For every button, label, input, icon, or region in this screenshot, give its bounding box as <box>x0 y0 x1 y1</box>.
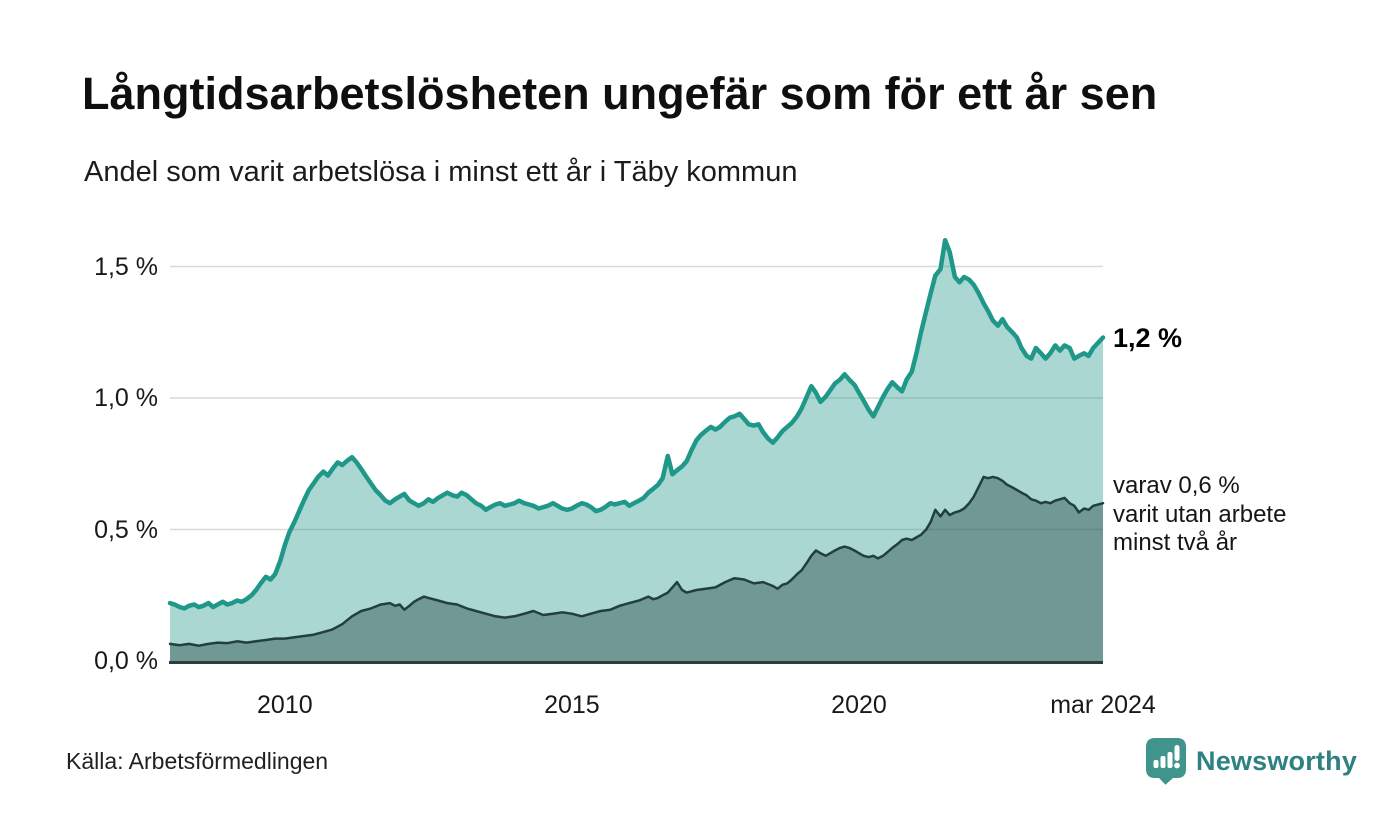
annotation-two-year-line: minst två år <box>1113 529 1238 557</box>
annotation-two-year-line: varit utan arbete <box>1113 500 1287 528</box>
y-axis-tick-label: 1,5 % <box>94 252 158 281</box>
x-axis-tick-label: 2020 <box>831 691 887 719</box>
source-note: Källa: Arbetsförmedlingen <box>66 748 329 774</box>
series-area-1 <box>170 476 1103 661</box>
x-axis-tick-label: 2010 <box>257 691 313 719</box>
x-axis-tick-label: 2015 <box>544 691 600 719</box>
y-axis-tick-label: 1,0 % <box>94 384 158 412</box>
series-line-1 <box>168 475 1105 647</box>
series-line-0 <box>167 237 1106 611</box>
newsworthy-logo-icon <box>1146 738 1186 785</box>
series-area-0 <box>170 240 1103 661</box>
newsworthy-logo[interactable]: Newsworthy <box>1146 738 1357 785</box>
annotation-latest-value: 1,2 % <box>1113 322 1183 353</box>
chart-subtitle: Andel som varit arbetslösa i minst ett å… <box>84 156 798 188</box>
newsworthy-wordmark: Newsworthy <box>1196 746 1358 776</box>
annotation-two-year: varav 0,6 % varit utan arbete minst två … <box>1113 472 1286 558</box>
chart-title: Långtidsarbetslösheten ungefär som för e… <box>82 68 1158 119</box>
y-axis-tick-label: 0,0 % <box>94 647 158 675</box>
annotation-two-year-line: varav 0,6 % <box>1113 472 1240 500</box>
y-axis-tick-label: 0,5 % <box>94 515 158 544</box>
x-axis-tick-label: mar 2024 <box>1050 691 1156 719</box>
